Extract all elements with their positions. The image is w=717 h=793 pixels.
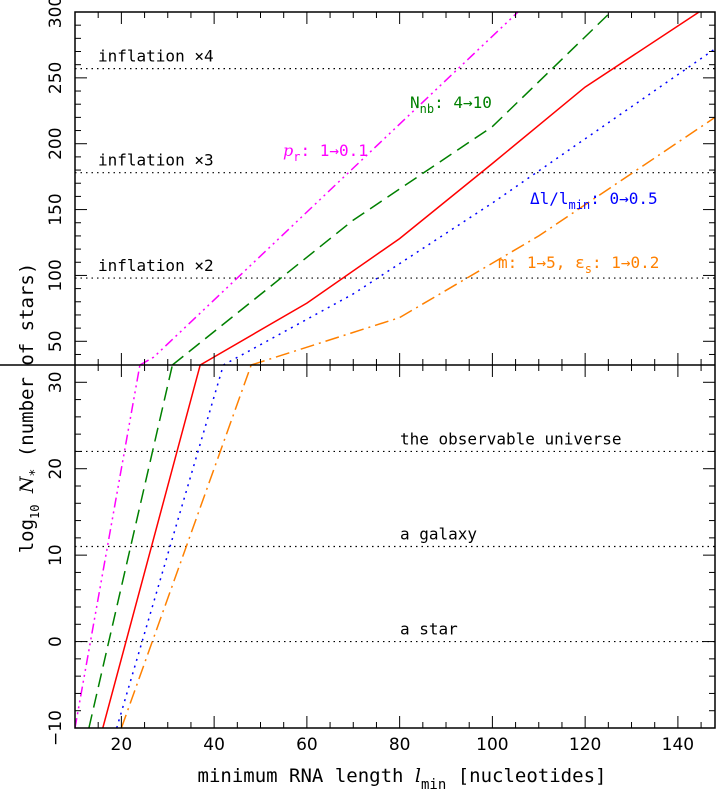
series-line [115,365,225,728]
reference-label: inflation ×4 [98,47,214,66]
series-line [199,12,701,365]
series-annotation: Δl/lmin: 0→0.5 [530,189,658,212]
y-axis-title-log: log [16,519,38,553]
series-annotation-main: N [410,93,420,112]
series-line [171,12,612,365]
reference-label: inflation ×3 [98,151,214,170]
series-annotation-rest: : 4→10 [434,93,492,112]
series-annotation-sub: nb [420,102,434,116]
labels: inflation ×4 inflation ×3 inflation ×2 the … [46,0,694,755]
reference-label: the observable universe [400,429,622,448]
series-annotation-rest: : 0→0.5 [590,189,657,208]
x-tick-label: 80 [389,735,411,755]
y-axis-title-sub: 10 [28,505,42,519]
series-annotation-sub: r [293,150,300,164]
series-annotation-main: m: 1→5, ε [498,253,585,272]
reference-lines [75,68,715,643]
series-annotation: m: 1→5, εs: 1→0.2 [498,253,659,276]
y-axis-title-star: * [28,469,43,477]
y-tick-label: 250 [46,62,66,94]
y-axis-title-rest: (number of stars) [16,263,38,457]
y-tick-label: 50 [46,330,66,352]
series-line [120,365,252,728]
x-tick-label: 20 [111,735,133,755]
series-annotation-rest: : 1→0.2 [592,253,659,272]
y-tick-label: 0 [46,636,66,647]
x-tick-label: 100 [476,735,508,755]
x-axis-title-units: [nucleotides] [458,765,607,787]
x-tick-label: 40 [203,735,225,755]
series-annotation-sub: s [585,262,592,276]
series-annotation-rest: : 1→0.1 [300,141,367,160]
series-line [102,365,201,728]
series-annotation: pr: 1→0.1 [283,141,368,164]
axis-ticks [74,11,715,729]
x-axis-title-main: minimum RNA length [198,765,404,787]
reference-label: a galaxy [400,525,477,544]
x-tick-label: 120 [569,735,601,755]
y-tick-label: 100 [46,259,66,291]
y-tick-label: −10 [46,710,66,746]
series-line [250,116,715,365]
series-annotation-sub: min [569,198,591,212]
y-axis-title-symbol: N [16,475,38,494]
y-tick-label: 300 [46,0,66,28]
x-tick-label: 60 [296,735,318,755]
y-tick-label: 200 [46,127,66,159]
series-annotation-main: p [283,141,293,160]
x-axis-title-sub: min [421,777,446,793]
y-tick-label: 30 [46,371,66,393]
series-line [223,48,715,365]
x-axis-title: minimum RNA length lmin [nucleotides] [198,765,607,793]
y-tick-label: 10 [46,544,66,566]
series-annotation-main: Δl/l [530,189,569,208]
plot-frame [0,11,716,729]
y-tick-label: 150 [46,193,66,225]
x-axis-title-symbol: l [415,765,421,787]
series-annotation: Nnb: 4→10 [410,93,492,116]
reference-label: a star [400,620,458,639]
reference-label: inflation ×2 [98,256,214,275]
y-axis-title: log10 N* (number of stars) [16,263,43,554]
x-tick-label: 140 [662,735,694,755]
y-tick-label: 20 [46,458,66,480]
